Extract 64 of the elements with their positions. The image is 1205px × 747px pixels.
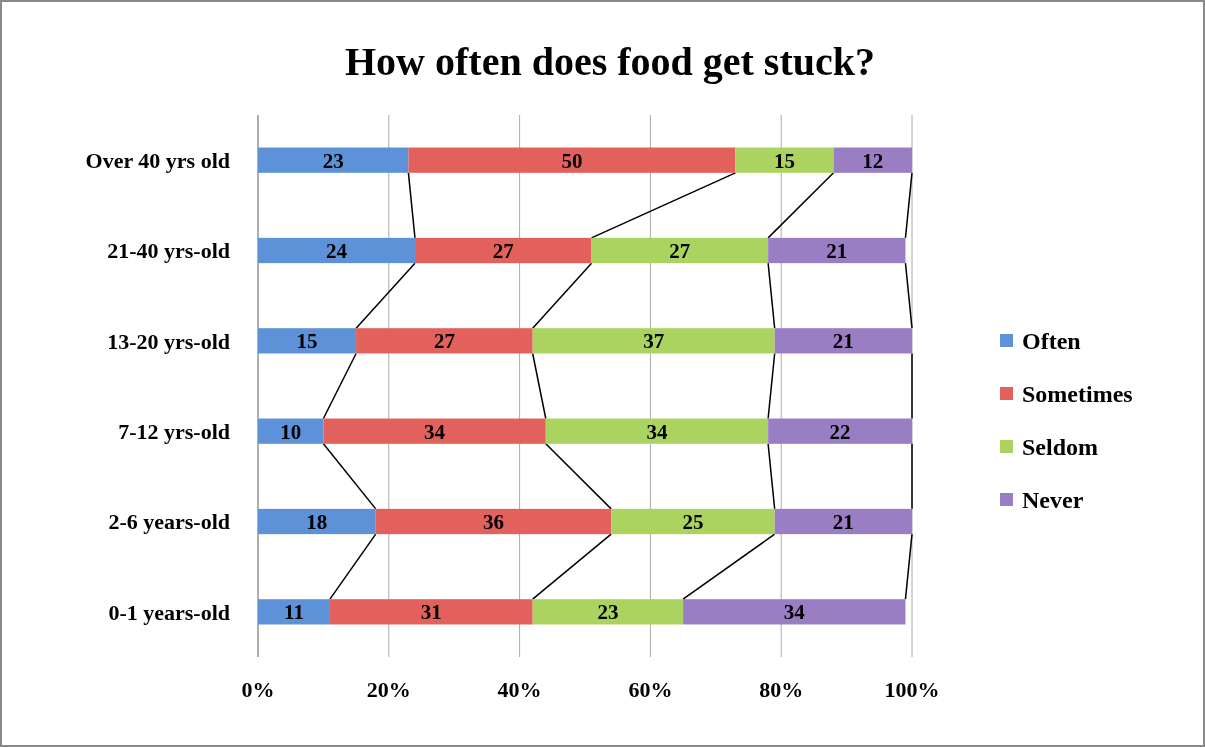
x-tick-label: 40%	[497, 677, 542, 702]
y-tick-label: 0-1 years-old	[108, 599, 230, 625]
bar	[258, 599, 330, 625]
legend-label: Never	[1022, 487, 1084, 514]
x-tick-label: 20%	[366, 677, 411, 702]
x-tick-label: 80%	[759, 677, 804, 702]
data-label: 23	[597, 600, 619, 625]
data-label: 11	[284, 600, 304, 625]
data-label: 15	[296, 329, 318, 354]
data-label: 34	[783, 600, 806, 625]
data-label: 21	[826, 238, 848, 263]
bar	[532, 328, 775, 354]
bar	[258, 237, 415, 264]
x-tick-label: 0%	[241, 677, 275, 702]
y-tick-label: 7-12 yrs-old	[118, 418, 230, 444]
bar	[408, 147, 736, 173]
data-label: 50	[561, 148, 583, 173]
data-label: 21	[832, 329, 854, 354]
data-label: 12	[862, 148, 884, 173]
data-label: 27	[433, 329, 455, 354]
bar	[258, 328, 357, 354]
legend-label: Seldom	[1022, 434, 1099, 461]
bar	[356, 328, 533, 354]
x-tick-label: 100%	[884, 677, 940, 702]
y-tick-label: 21-40 yrs-old	[107, 238, 230, 264]
data-label: 34	[424, 419, 446, 444]
data-label: 18	[306, 509, 328, 534]
bar	[329, 599, 533, 625]
bar	[774, 328, 912, 354]
data-label: 24	[325, 238, 348, 263]
bar	[375, 508, 612, 535]
bar	[414, 237, 592, 264]
data-label: 23	[322, 148, 344, 173]
legend-label: Often	[1022, 328, 1081, 355]
data-label: 21	[832, 509, 854, 534]
data-label: 25	[682, 509, 704, 534]
data-label: 27	[669, 238, 691, 263]
bar	[258, 147, 409, 173]
bar	[768, 237, 906, 264]
x-tick-label: 60%	[628, 677, 673, 702]
bar	[323, 418, 546, 444]
data-label: 34	[646, 419, 668, 444]
bar	[683, 599, 906, 625]
chart-title: How often does food get stuck?	[345, 39, 875, 84]
bar	[735, 147, 834, 173]
bar	[258, 508, 376, 535]
data-label: 15	[773, 148, 795, 173]
bar	[774, 508, 912, 535]
bar	[611, 508, 775, 535]
y-tick-label: Over 40 yrs old	[85, 147, 230, 173]
y-tick-label: 13-20 yrs-old	[107, 328, 230, 354]
bar	[545, 418, 769, 444]
data-label: 31	[420, 600, 442, 625]
bar	[833, 147, 912, 173]
bar	[591, 237, 769, 264]
legend-label: Sometimes	[1022, 381, 1133, 408]
data-label: 22	[829, 419, 851, 444]
data-label: 37	[643, 329, 665, 354]
data-label: 27	[492, 238, 514, 263]
data-label: 36	[482, 509, 504, 534]
bar	[532, 599, 684, 625]
y-tick-label: 2-6 years-old	[108, 509, 230, 535]
data-label: 10	[280, 419, 302, 444]
bar	[768, 418, 912, 444]
